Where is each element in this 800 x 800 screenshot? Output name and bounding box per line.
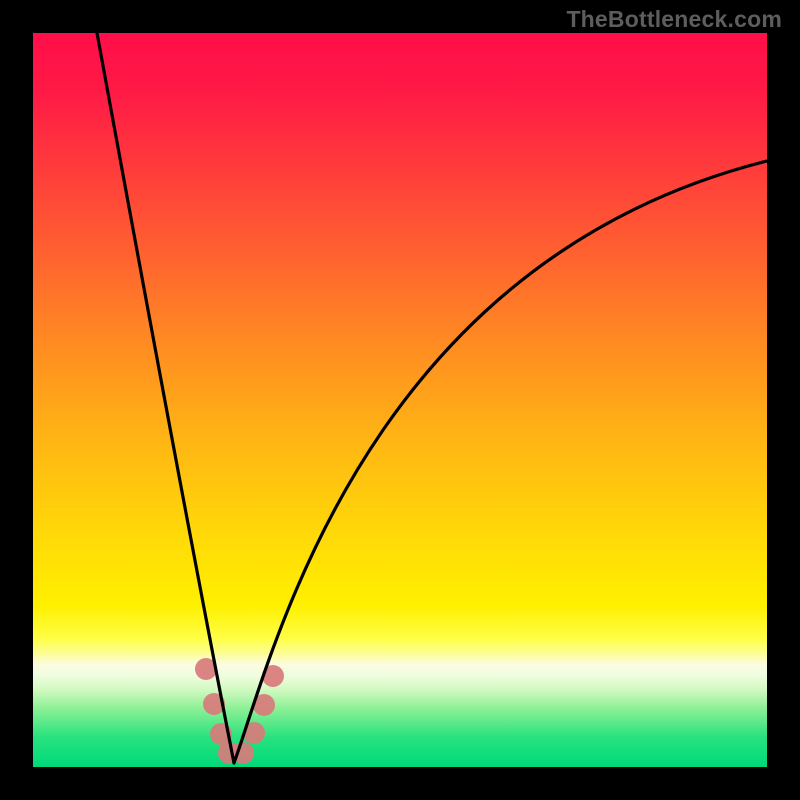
gradient-plot-area [33,33,767,767]
bottleneck-chart [33,33,767,767]
watermark-text: TheBottleneck.com [566,6,782,33]
